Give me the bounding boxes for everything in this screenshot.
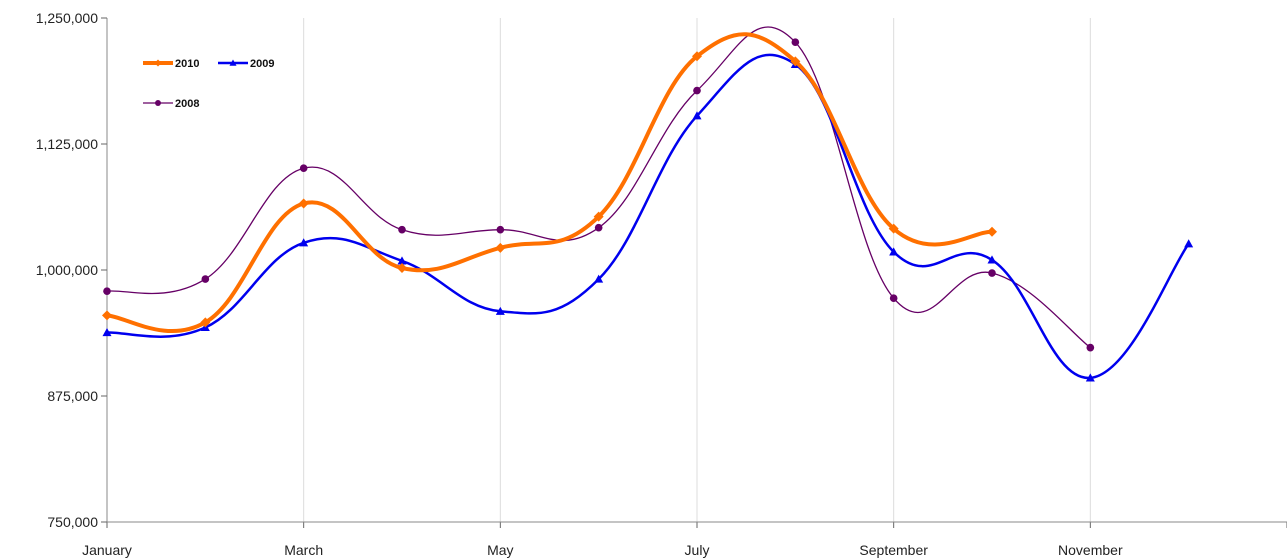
data-point-2008: [398, 225, 406, 234]
y-tick-label: 1,125,000: [36, 136, 98, 152]
data-point-2010: [593, 211, 604, 222]
series-2008: [103, 26, 1095, 352]
data-point-2010: [397, 262, 407, 273]
data-point-2008: [103, 287, 111, 295]
data-point-2008: [791, 38, 800, 47]
series-line-2008: [106, 26, 1091, 349]
x-tick-label: March: [284, 542, 323, 558]
legend-label: 2008: [175, 98, 199, 110]
x-tick-label: September: [859, 542, 928, 558]
data-point-2009: [102, 327, 112, 337]
legend-item-2009: 2009: [218, 58, 274, 70]
y-tick-label: 1,000,000: [36, 262, 98, 278]
legend-label: 2010: [175, 58, 199, 70]
x-tick-label: January: [82, 542, 132, 558]
legend-item-2008: 2008: [143, 98, 199, 110]
x-tick-label: May: [487, 542, 513, 558]
vertical-gridlines: [303, 18, 1091, 522]
series-line-2009: [105, 53, 1190, 380]
legend-marker: [155, 100, 161, 106]
data-point-2009: [692, 111, 702, 120]
axes: January March May July September November 750,…: [36, 10, 1287, 558]
series-2009: [102, 53, 1194, 382]
data-point-2009: [594, 274, 604, 283]
legend-item-2010: 2010: [143, 58, 199, 70]
legend: 2010 2009 2008: [143, 58, 274, 110]
series-2010: [102, 32, 997, 334]
data-point-2008: [988, 269, 996, 277]
data-point-2008: [889, 294, 898, 303]
x-tick-label: November: [1058, 542, 1123, 558]
data-point-2008: [1086, 343, 1095, 352]
data-point-2008: [594, 223, 603, 232]
data-point-2010: [888, 223, 899, 234]
legend-label: 2009: [250, 58, 274, 70]
data-point-2010: [102, 310, 112, 321]
data-point-2008: [496, 225, 505, 234]
series: [102, 26, 1194, 382]
series-line-2010: [105, 32, 994, 334]
data-point-2009: [1184, 239, 1194, 248]
data-point-2008: [299, 164, 308, 173]
y-tick-label: 875,000: [47, 388, 98, 404]
data-point-2008: [693, 86, 701, 95]
y-tick-label: 1,250,000: [36, 10, 98, 26]
data-point-2010: [790, 56, 801, 67]
data-point-2010: [987, 226, 997, 237]
data-point-2010: [495, 242, 506, 253]
data-point-2009: [1085, 373, 1095, 382]
data-point-2009: [889, 247, 899, 256]
data-point-2009: [987, 255, 997, 264]
legend-marker: [154, 59, 162, 67]
data-point-2010: [200, 317, 211, 328]
x-tick-label: July: [685, 542, 710, 558]
data-point-2010: [692, 51, 702, 62]
data-point-2009: [299, 238, 309, 247]
data-point-2009: [495, 306, 505, 315]
legend-marker: [229, 59, 237, 66]
data-point-2010: [298, 198, 309, 209]
y-tick-label: 750,000: [47, 514, 98, 530]
data-point-2009: [397, 256, 407, 265]
data-point-2008: [201, 275, 210, 283]
